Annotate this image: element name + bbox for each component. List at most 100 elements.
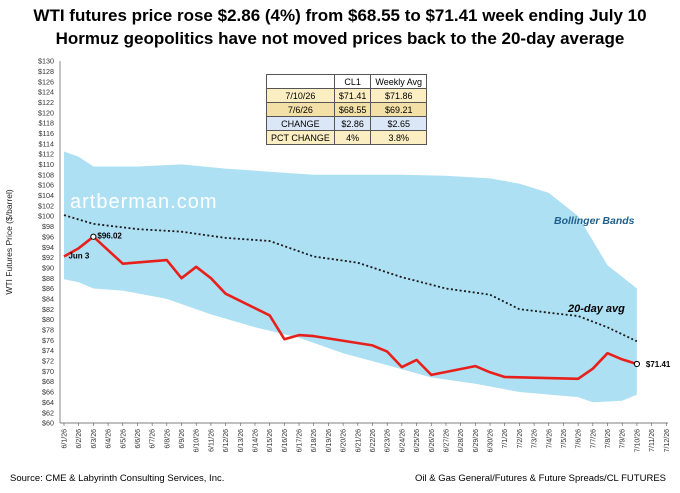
x-tick-label: 7/4/26 xyxy=(546,429,553,449)
y-axis-label: WTI Futures Price ($/barrel) xyxy=(4,189,14,294)
y-tick-label: $124 xyxy=(38,88,54,97)
x-tick-label: 6/21/26 xyxy=(355,429,362,452)
x-tick-label: 6/23/26 xyxy=(385,429,392,452)
y-tick-label: $92 xyxy=(42,253,54,262)
x-tick-label: 6/17/26 xyxy=(297,429,304,452)
x-tick-label: 6/19/26 xyxy=(326,429,333,452)
chart-title: WTI futures price rose $2.86 (4%) from $… xyxy=(33,6,647,25)
x-tick-label: 6/8/26 xyxy=(164,429,171,449)
y-tick-label: $68 xyxy=(42,377,54,386)
stats-cell: $68.55 xyxy=(333,102,372,117)
y-tick-label: $74 xyxy=(42,346,54,355)
stats-row: 7/10/26 $71.41 $71.86 xyxy=(266,88,428,103)
source-note: Source: CME & Labyrinth Consulting Servi… xyxy=(10,473,225,484)
y-tick-label: $118 xyxy=(39,119,54,128)
y-tick-label: $102 xyxy=(38,201,54,210)
stats-header-row: CL1 Weekly Avg xyxy=(266,74,428,89)
y-tick-label: $112 xyxy=(39,150,54,159)
y-tick-label: $66 xyxy=(42,388,54,397)
y-tick-label: $86 xyxy=(42,284,54,293)
x-tick-label: 7/1/26 xyxy=(502,429,509,449)
x-tick-label: 7/11/26 xyxy=(649,429,656,452)
x-tick-label: 6/9/26 xyxy=(179,429,186,449)
point-marker xyxy=(90,233,97,240)
y-tick-label: $114 xyxy=(39,139,54,148)
y-tick-label: $78 xyxy=(42,326,54,335)
x-tick-label: 7/8/26 xyxy=(605,429,612,449)
stats-header-cell: Weekly Avg xyxy=(370,74,428,89)
stats-cell: 4% xyxy=(333,130,372,145)
y-tick-label: $110 xyxy=(39,160,54,169)
stats-cell: $2.86 xyxy=(333,116,372,131)
bollinger-band-area xyxy=(64,151,637,403)
y-tick-label: $72 xyxy=(42,357,54,366)
stats-table: CL1 Weekly Avg 7/10/26 $71.41 $71.86 7/6… xyxy=(266,74,428,145)
price-line xyxy=(63,235,638,381)
x-tick-label: 6/10/26 xyxy=(194,429,201,452)
x-tick-label: 6/15/26 xyxy=(267,429,274,452)
x-tick-label: 7/2/26 xyxy=(517,429,524,449)
x-tick-label: 6/28/26 xyxy=(458,429,465,452)
y-tick-label: $80 xyxy=(42,315,54,324)
y-tick-label: $98 xyxy=(42,222,54,231)
stats-cell: $71.41 xyxy=(333,88,372,103)
path-note: Oil & Gas General/Futures & Future Sprea… xyxy=(415,473,666,484)
y-tick-label: $120 xyxy=(38,108,54,117)
stats-row: CHANGE $2.86 $2.65 xyxy=(266,116,428,131)
stats-cell: PCT CHANGE xyxy=(266,130,335,145)
avg-line xyxy=(63,214,638,343)
y-tick-label: $106 xyxy=(38,181,54,190)
stats-cell: 7/10/26 xyxy=(266,88,335,103)
stats-row: 7/6/26 $68.55 $69.21 xyxy=(266,102,428,117)
x-tick-label: 7/9/26 xyxy=(620,429,627,449)
chart-subtitle: Hormuz geopolitics have not moved prices… xyxy=(55,29,625,48)
stats-cell: 7/6/26 xyxy=(266,102,335,117)
stats-cell: $69.21 xyxy=(370,102,428,117)
x-tick-label: 6/26/26 xyxy=(429,429,436,452)
x-tick-label: 6/20/26 xyxy=(341,429,348,452)
x-tick-label: 6/4/26 xyxy=(106,429,113,449)
y-tick-label: $94 xyxy=(42,243,54,252)
stats-header-cell: CL1 xyxy=(333,74,372,89)
stats-header-cell xyxy=(266,74,335,89)
x-tick-label: 6/12/26 xyxy=(223,429,230,452)
watermark: artberman.com xyxy=(70,191,218,213)
y-tick-label: $64 xyxy=(42,398,54,407)
x-tick-label: 6/16/26 xyxy=(282,429,289,452)
y-tick-label: $128 xyxy=(38,67,54,76)
y-tick-label: $88 xyxy=(42,274,54,283)
y-tick-label: $76 xyxy=(42,336,54,345)
x-tick-label: 7/7/26 xyxy=(590,429,597,449)
stats-cell: CHANGE xyxy=(266,116,335,131)
x-tick-label: 6/27/26 xyxy=(443,429,450,452)
x-tick-label: 6/22/26 xyxy=(370,429,377,452)
x-tick-label: 6/30/26 xyxy=(488,429,495,452)
x-tick-label: 6/18/26 xyxy=(311,429,318,452)
annotation-label: $96.02 xyxy=(97,232,122,241)
x-tick-label: 7/6/26 xyxy=(576,429,583,449)
x-tick-label: 6/2/26 xyxy=(76,429,83,449)
stats-cell: 3.8% xyxy=(370,130,428,145)
x-tick-label: 6/3/26 xyxy=(91,429,98,449)
y-tick-label: $84 xyxy=(42,294,54,303)
y-tick-label: $116 xyxy=(39,129,54,138)
y-tick-label: $130 xyxy=(38,57,54,66)
point-marker xyxy=(633,360,641,368)
y-tick-label: $90 xyxy=(42,263,54,272)
annotation-label: $71.41 xyxy=(646,360,671,369)
x-tick-label: 6/24/26 xyxy=(399,429,406,452)
y-tick-label: $122 xyxy=(38,98,54,107)
x-tick-label: 6/25/26 xyxy=(414,429,421,452)
y-tick-label: $82 xyxy=(42,305,54,314)
x-tick-label: 6/29/26 xyxy=(473,429,480,452)
x-tick-label: 6/7/26 xyxy=(150,429,157,449)
stats-row: PCT CHANGE 4% 3.8% xyxy=(266,130,428,145)
y-tick-label: $108 xyxy=(38,170,54,179)
x-tick-label: 7/3/26 xyxy=(532,429,539,449)
x-tick-label: 6/1/26 xyxy=(62,429,69,449)
stats-cell: $2.65 xyxy=(370,116,428,131)
y-tick-label: $126 xyxy=(38,77,54,86)
bollinger-label: Bollinger Bands xyxy=(554,215,635,227)
y-tick-label: $60 xyxy=(42,419,54,428)
